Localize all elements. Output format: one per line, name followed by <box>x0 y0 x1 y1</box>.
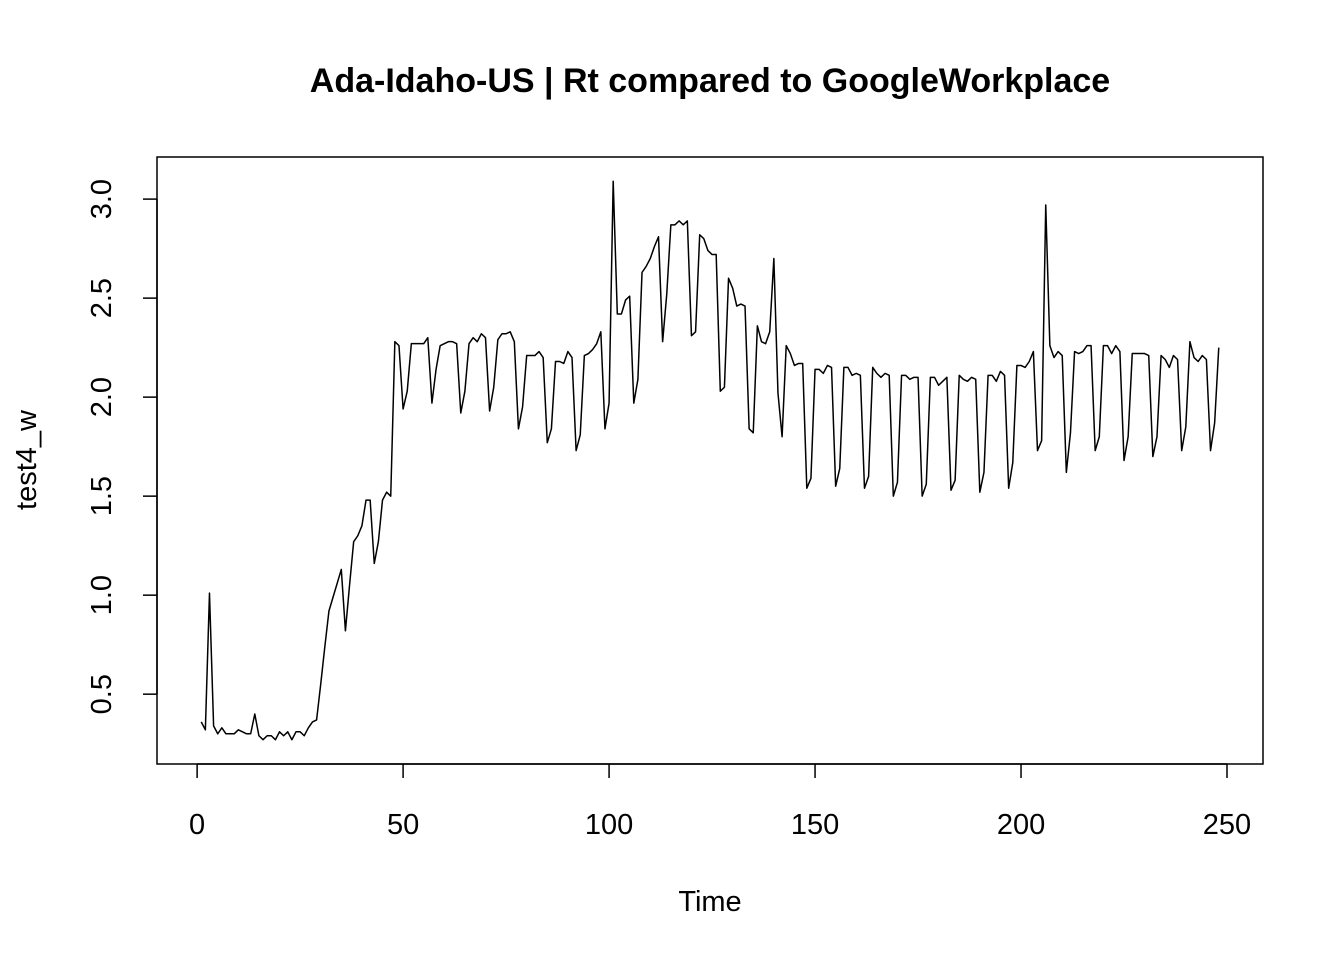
x-tick-label: 50 <box>387 809 419 841</box>
x-tick-label: 100 <box>585 809 633 841</box>
x-axis: 0 50 100 150 200 250 <box>189 763 1251 841</box>
y-axis-label: test4_w <box>11 409 43 510</box>
chart-title: Ada-Idaho-US | Rt compared to GoogleWork… <box>310 62 1110 100</box>
x-tick-label: 150 <box>791 809 839 841</box>
y-axis: 0.5 1.0 1.5 2.0 2.5 3.0 <box>86 179 158 714</box>
x-axis-label: Time <box>678 886 741 918</box>
x-tick-label: 200 <box>997 809 1045 841</box>
y-tick-label: 2.5 <box>86 278 118 318</box>
y-tick-label: 2.0 <box>86 377 118 417</box>
series-line <box>200 180 1220 741</box>
x-tick-label: 250 <box>1203 809 1251 841</box>
x-tick-label: 0 <box>189 809 205 841</box>
plot-frame <box>156 156 1264 765</box>
y-tick-label: 1.0 <box>86 575 118 615</box>
y-tick-label: 0.5 <box>86 674 118 714</box>
y-tick-label: 3.0 <box>86 179 118 219</box>
y-tick-label: 1.5 <box>86 476 118 516</box>
